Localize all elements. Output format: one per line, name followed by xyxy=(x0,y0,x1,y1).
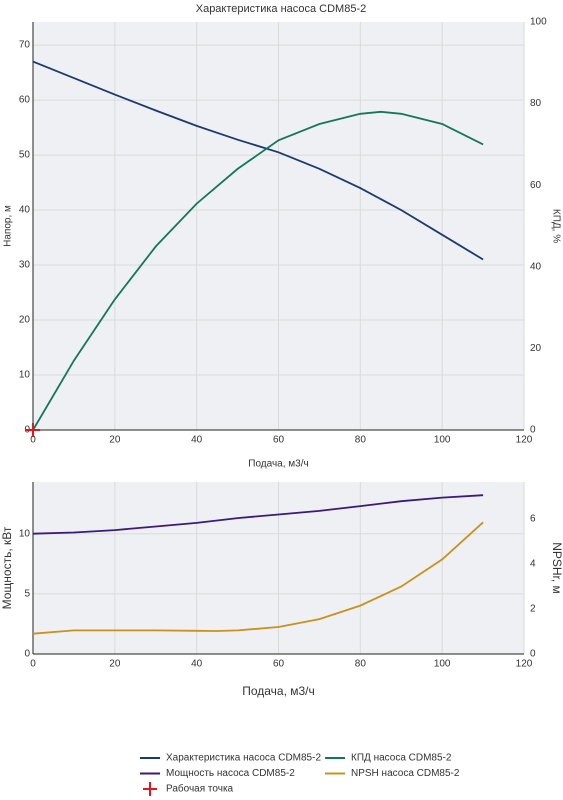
y-axis-title: Мощность, кВт xyxy=(0,526,14,609)
legend-label: Характеристика насоса CDM85-2 xyxy=(166,753,321,764)
y2-tick-label: 4 xyxy=(530,559,536,570)
y-tick-label: 5 xyxy=(24,589,30,600)
x-tick-label: 100 xyxy=(434,435,451,446)
legend-label: КПД насоса CDM85-2 xyxy=(351,753,452,764)
y2-tick-label: 40 xyxy=(530,261,542,272)
y-tick-label: 10 xyxy=(19,528,31,539)
y-axis-title: Напор, м xyxy=(3,205,14,247)
y-tick-label: 50 xyxy=(19,150,31,161)
y-tick-label: 40 xyxy=(19,205,31,216)
y2-tick-label: 6 xyxy=(530,514,536,525)
x-tick-label: 80 xyxy=(355,435,367,446)
x-axis-title: Подача, м3/ч xyxy=(242,684,315,698)
y-tick-label: 0 xyxy=(24,649,30,660)
series-line xyxy=(32,110,484,431)
y2-tick-label: 60 xyxy=(530,180,542,191)
marker xyxy=(26,423,40,437)
y2-axis-title: NPSHr, м xyxy=(550,542,563,594)
series-line xyxy=(32,494,484,535)
y2-tick-label: 2 xyxy=(530,604,536,615)
x-tick-label: 120 xyxy=(516,659,533,670)
series-line xyxy=(32,60,484,261)
x-tick-label: 60 xyxy=(273,659,285,670)
x-tick-label: 100 xyxy=(434,659,451,670)
legend-marker xyxy=(143,782,157,796)
y-tick-label: 70 xyxy=(19,40,31,51)
x-axis-title: Подача, м3/ч xyxy=(248,459,308,470)
y-tick-label: 10 xyxy=(19,370,31,381)
x-tick-label: 20 xyxy=(109,435,121,446)
legend-label: NPSH насоса CDM85-2 xyxy=(351,768,460,779)
x-tick-label: 80 xyxy=(355,659,367,670)
x-tick-label: 0 xyxy=(30,435,36,446)
x-tick-label: 40 xyxy=(191,435,203,446)
y2-tick-label: 0 xyxy=(530,425,536,436)
y2-tick-label: 80 xyxy=(530,98,542,109)
chart-title: Характеристика насоса CDM85-2 xyxy=(196,3,367,15)
x-tick-label: 0 xyxy=(30,659,36,670)
y2-tick-label: 100 xyxy=(530,17,547,28)
x-tick-label: 60 xyxy=(273,435,285,446)
x-tick-label: 120 xyxy=(516,435,533,446)
y-tick-label: 60 xyxy=(19,95,31,106)
y-tick-label: 20 xyxy=(19,315,31,326)
y-tick-label: 30 xyxy=(19,260,31,271)
legend-label: Рабочая точка xyxy=(166,783,234,795)
x-tick-label: 40 xyxy=(191,659,203,670)
series-line xyxy=(32,521,484,635)
x-tick-label: 20 xyxy=(109,659,121,670)
y2-tick-label: 20 xyxy=(530,343,542,354)
y2-axis-title: КПД, % xyxy=(550,209,561,243)
y2-tick-label: 0 xyxy=(530,649,536,660)
legend-label: Мощность насоса CDM85-2 xyxy=(166,768,295,779)
